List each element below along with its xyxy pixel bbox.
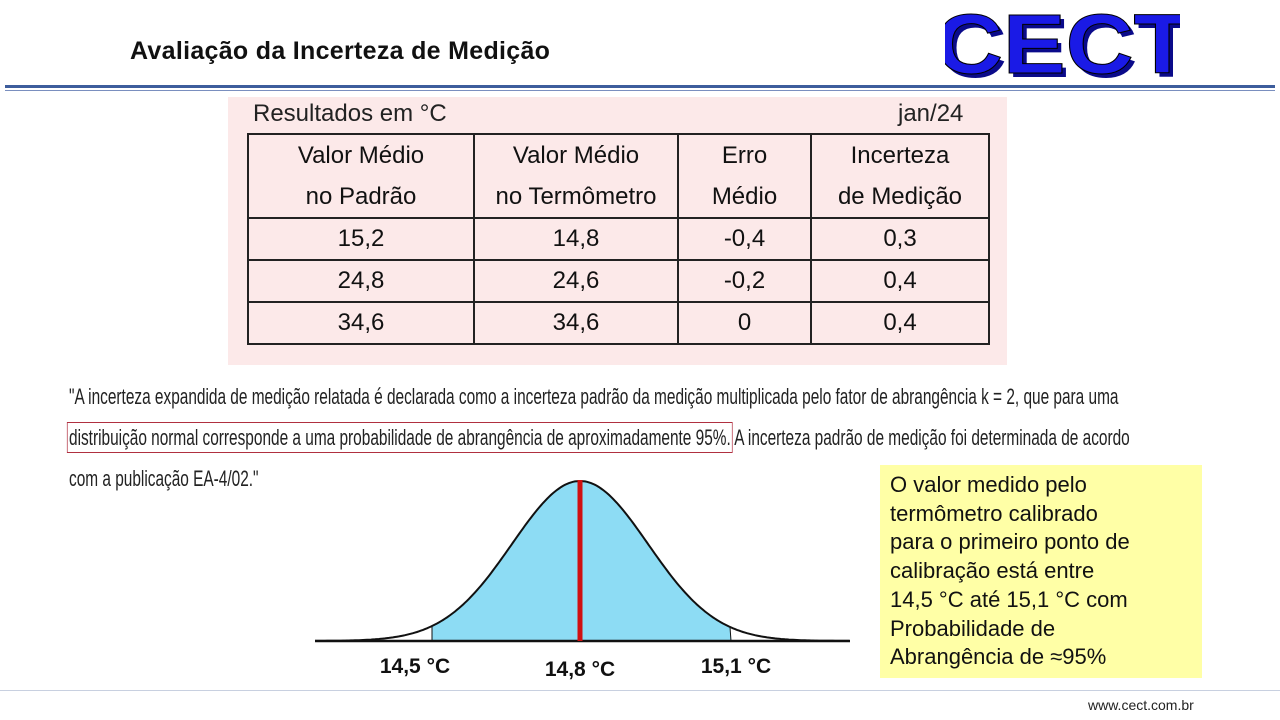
table-cell: 24,6 <box>473 259 679 303</box>
column-header-line: no Padrão <box>305 183 417 210</box>
callout: O valor medido pelo termômetro calibrado p… <box>880 465 1202 678</box>
logo-text: CECT <box>945 5 1180 85</box>
callout-line: para o primeiro ponto de <box>890 529 1130 555</box>
column-header-line: de Medição <box>837 183 963 210</box>
column-header: Valor Médio no Termômetro <box>473 133 679 219</box>
column-header-line: no Termômetro <box>495 183 657 210</box>
results-table: Valor Médio no Padrão Valor Médio no Termôm… <box>247 133 990 345</box>
header-rule <box>5 85 1275 88</box>
table-cell: 15,2 <box>247 217 475 261</box>
table-date: jan/24 <box>898 100 964 127</box>
column-header: Erro Médio <box>677 133 812 219</box>
column-header-line: Erro <box>721 142 768 169</box>
logo-shadow: CECT <box>945 5 1180 85</box>
slide-title: Avaliação da Incerteza de Medição <box>130 37 551 65</box>
note-highlight: distribuição normal corresponde a uma pr… <box>66 422 733 453</box>
table-cell: 0,4 <box>810 259 990 303</box>
curve-label: 14,8 °C <box>545 658 615 680</box>
table-cell: 0,4 <box>810 301 990 345</box>
table-cell: 24,8 <box>247 259 475 303</box>
note-line: "A incerteza expandida de medição relata… <box>69 384 1119 409</box>
table-cell: 34,6 <box>473 301 679 345</box>
callout-line: calibração está entre <box>890 558 1095 584</box>
table-row: 24,8 24,6 -0,2 0,4 <box>247 259 990 303</box>
footer-rule <box>0 690 1280 691</box>
table-caption: Resultados em °C <box>253 100 447 127</box>
footer-url: www.cect.com.br <box>1088 697 1194 713</box>
header-rule <box>5 90 1275 91</box>
table-row: 15,2 14,8 -0,4 0,3 <box>247 217 990 261</box>
table-row: 34,6 34,6 0 0,4 <box>247 301 990 345</box>
column-header-line: Valor Médio <box>512 142 640 169</box>
table-cell: -0,4 <box>677 217 812 261</box>
table-cell: 0,3 <box>810 217 990 261</box>
table-cell: 34,6 <box>247 301 475 345</box>
callout-line: termômetro calibrado <box>890 500 1098 526</box>
column-header-line: Médio <box>711 183 778 210</box>
table-cell: 14,8 <box>473 217 679 261</box>
logo: CECT CECT <box>945 5 1180 85</box>
table-cell: -0,2 <box>677 259 812 303</box>
note-text: A incerteza padrão de medição foi determ… <box>730 425 1130 450</box>
column-header: Incerteza de Medição <box>810 133 990 219</box>
callout-line: O valor medido pelo <box>890 472 1087 497</box>
note-line: com a publicação EA-4/02." <box>69 466 259 491</box>
curve-label: 15,1 °C <box>701 655 771 678</box>
column-header: Valor Médio no Padrão <box>247 133 475 219</box>
column-header-line: Incerteza <box>850 142 950 169</box>
curve-label: 14,5 °C <box>380 655 450 678</box>
column-header-line: Valor Médio <box>297 142 425 169</box>
note: "A incerteza expandida de medição relata… <box>55 376 1231 499</box>
header-row: Valor Médio no Padrão Valor Médio no Termôm… <box>247 133 990 219</box>
table-cell: 0 <box>677 301 812 345</box>
note-line: distribuição normal corresponde a uma pr… <box>55 417 1231 458</box>
normal-curve: 14,5 °C 14,8 °C 15,1 °C <box>315 480 850 680</box>
callout-line: Abrangência de ≈95% <box>890 644 1107 670</box>
callout-line: Probabilidade de <box>890 615 1056 641</box>
callout-line: 14,5 °C até 15,1 °C com <box>890 586 1128 612</box>
